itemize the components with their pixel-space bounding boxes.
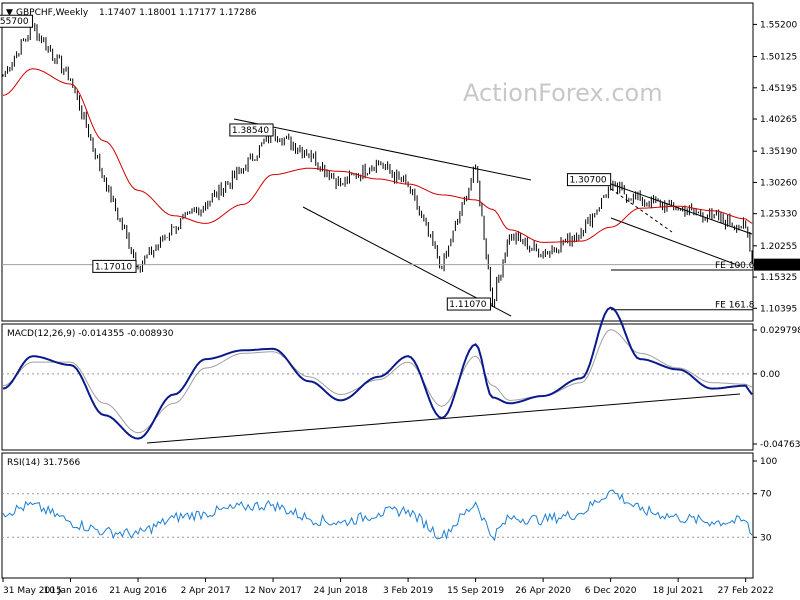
x-tick-label: 15 Sep 2019 <box>447 586 504 596</box>
annotation-box <box>566 173 612 187</box>
channel-lower-trendline <box>610 217 741 267</box>
price-y-tick-label: 1.25330 <box>760 210 797 220</box>
annotation-box <box>446 297 491 311</box>
price-panel-frame <box>1 2 754 322</box>
x-tick-label: 31 May 2015 <box>3 586 62 596</box>
current-price-tag <box>754 258 800 271</box>
watermark: ActionForex.com <box>463 79 663 107</box>
wedge-upper-trendline <box>233 118 532 181</box>
moving-average-line <box>2 68 753 243</box>
price-y-tick-label: 1.40265 <box>760 115 797 125</box>
x-tick-label: 2 Apr 2017 <box>181 586 231 596</box>
annotation-label: 1.30700 <box>569 176 606 186</box>
price-y-tick-label: 1.35190 <box>760 147 797 157</box>
annotation-label: 1.55700 <box>0 17 29 27</box>
annotation-label: 1.11070 <box>449 300 486 310</box>
rsi-y-tick-label: 100 <box>760 457 777 467</box>
header-symbol: GBPCHF,Weekly <box>16 8 89 18</box>
rsi-y-tick-label: 70 <box>760 490 772 500</box>
x-tick-label: 24 Jun 2018 <box>314 586 368 596</box>
price-y-tick-label: 1.45195 <box>760 84 797 94</box>
rsi-title: RSI(14) 31.7566 <box>7 458 80 468</box>
price-y-tick-label: 1.55200 <box>760 20 797 30</box>
rsi-line <box>2 489 753 542</box>
price-layer: FE 100.0 FE 161.8 1.55700 1.17010 1.38540 1.1… <box>0 14 755 311</box>
annotation-box <box>92 259 137 273</box>
macd-signal-line <box>2 329 753 434</box>
x-tick-label: 12 Nov 2017 <box>244 586 302 596</box>
macd-line <box>2 306 753 440</box>
price-y-tick-label: 1.10395 <box>760 304 797 314</box>
axis-layer: 1.55200 1.50125 1.45195 1.40265 1.35190 1.302… <box>2 20 800 596</box>
fe-level-label: FE 100.0 <box>715 261 755 271</box>
macd-y-tick-label: 0.029798 <box>760 326 800 336</box>
price-y-tick-label: 1.20255 <box>760 242 797 252</box>
rsi-panel-frame <box>1 452 754 579</box>
header-arrow: ▼ <box>6 8 13 18</box>
rsi-y-tick-label: 30 <box>760 533 772 543</box>
channel-mid-dashed <box>610 188 673 233</box>
rsi-layer <box>2 489 753 542</box>
annotation-label: 1.38540 <box>232 126 269 136</box>
macd-title: MACD(12,26,9) -0.014355 -0.008930 <box>7 329 174 339</box>
x-tick-label: 21 Aug 2016 <box>109 586 167 596</box>
macd-support-trendline <box>146 393 741 444</box>
x-tick-label: 26 Apr 2020 <box>515 586 571 596</box>
annotation-label: 1.17010 <box>95 262 132 272</box>
price-y-tick-label: 1.50125 <box>760 53 797 63</box>
macd-y-tick-label: 0.00 <box>760 370 780 380</box>
macd-y-tick-label: -0.047637 <box>760 440 800 450</box>
macd-layer <box>2 306 753 440</box>
x-tick-label: 27 Feb 2022 <box>718 586 774 596</box>
fe-level-label: FE 161.8 <box>715 301 755 311</box>
x-tick-label: 3 Feb 2019 <box>383 586 434 596</box>
x-tick-label: 10 Jan 2016 <box>44 586 98 596</box>
price-y-tick-label: 1.30260 <box>760 178 797 188</box>
annotation-box <box>229 123 274 137</box>
macd-panel-frame <box>1 323 754 451</box>
channel-upper-trendline <box>610 183 753 235</box>
annotation-box <box>0 14 34 28</box>
x-tick-label: 18 Jul 2021 <box>653 586 704 596</box>
price-y-tick-label: 1.15325 <box>760 273 797 283</box>
x-tick-label: 6 Dec 2020 <box>585 586 637 596</box>
header-ohlc: 1.17407 1.18001 1.17177 1.17286 <box>99 8 257 18</box>
current-price-label: 1.17286 <box>758 261 795 271</box>
